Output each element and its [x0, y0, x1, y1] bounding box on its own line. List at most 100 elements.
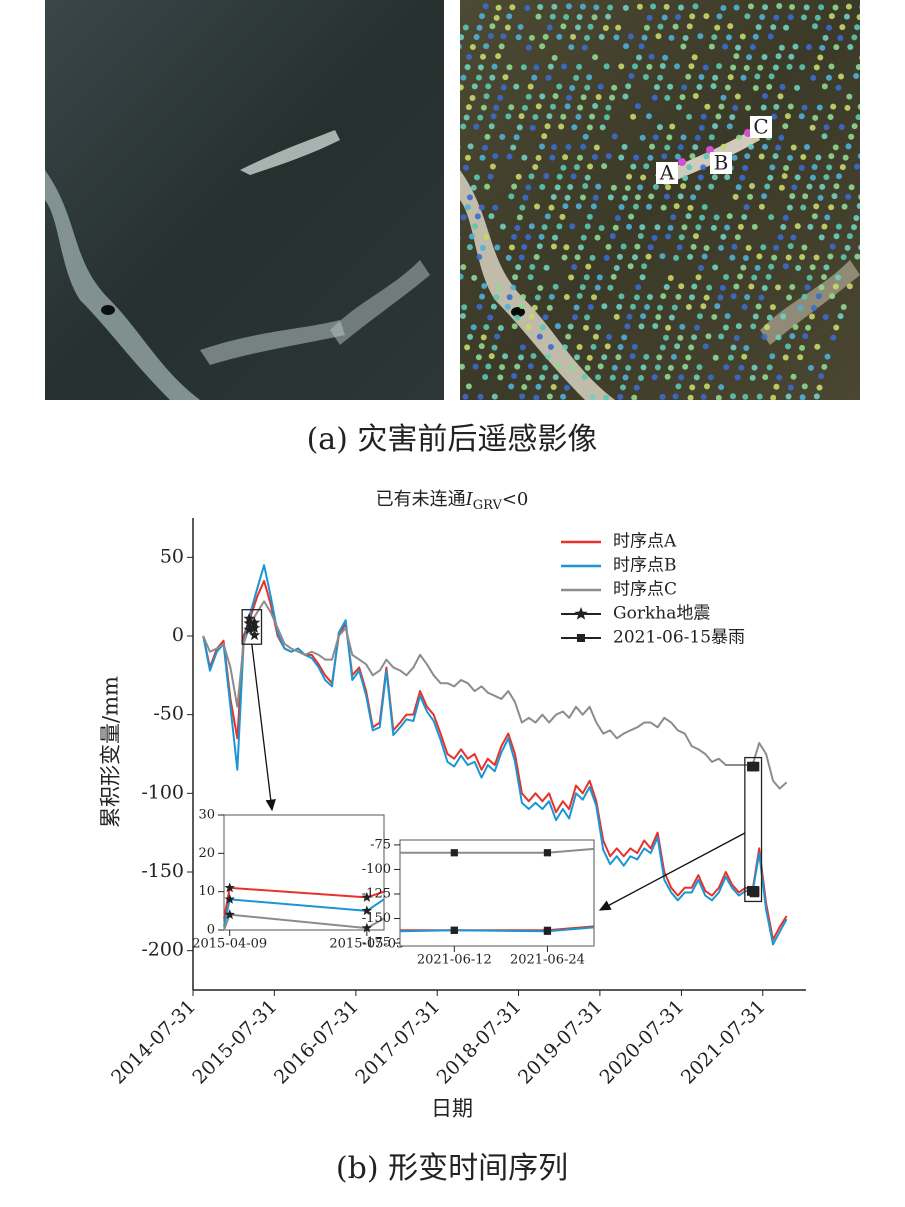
ps-point [466, 53, 473, 60]
ps-point [690, 243, 697, 250]
ps-point [670, 405, 676, 411]
ps-point [766, 83, 773, 90]
ps-point [770, 394, 777, 400]
ps-point [771, 113, 778, 120]
ps-point [787, 154, 794, 161]
ps-point [778, 134, 785, 141]
ps-point [712, 264, 719, 271]
ps-point [645, 253, 652, 260]
ps-point [519, 344, 526, 351]
ps-point [515, 173, 522, 180]
ps-point [571, 263, 578, 270]
ps-point [484, 183, 491, 190]
ps-point [576, 343, 583, 350]
ps-point [478, 13, 485, 20]
ps-point [624, 323, 631, 330]
ps-point [844, 104, 851, 111]
ps-point [561, 344, 568, 351]
ps-point [743, 204, 750, 211]
ps-point [376, 403, 382, 409]
ps-point [745, 244, 752, 251]
ps-point [539, 183, 546, 190]
ps-point [807, 223, 814, 230]
y-tick-label: -50 [153, 703, 184, 725]
ps-point [445, 314, 451, 320]
ps-point [605, 104, 612, 111]
ps-point [724, 84, 731, 91]
ps-point [815, 154, 822, 161]
ps-point [824, 353, 831, 360]
ps-point [614, 214, 621, 221]
ps-point [680, 183, 687, 190]
ps-point [471, 83, 478, 90]
x-tick-label: 2015-05-03 [329, 937, 404, 952]
ps-point [528, 34, 535, 41]
ps-point [838, 123, 845, 130]
ps-point [691, 283, 698, 290]
ps-point [817, 194, 824, 201]
ps-point [521, 243, 528, 250]
ps-point [737, 223, 744, 230]
ps-point [586, 354, 593, 361]
ps-point [732, 193, 739, 200]
event-marker [361, 905, 373, 916]
ps-point [622, 93, 629, 100]
ps-point [667, 83, 674, 90]
ps-point [668, 34, 675, 41]
ps-point [631, 254, 638, 261]
ps-point [703, 294, 710, 301]
ps-point [789, 333, 796, 340]
ps-point [556, 173, 563, 180]
image-after [334, 0, 899, 411]
ps-point [674, 13, 681, 20]
ps-point [334, 404, 340, 410]
ps-point [621, 334, 628, 341]
event-marker [450, 849, 458, 857]
ps-point [447, 74, 453, 80]
inset-chart: 0 10 20 30 2015-04-09 2015-05-03 [192, 808, 404, 952]
ps-point [752, 33, 759, 40]
ps-point [465, 383, 472, 390]
ps-point [652, 183, 659, 190]
ps-point [582, 324, 589, 331]
ps-point [450, 114, 456, 120]
ps-point [556, 33, 563, 40]
y-tick-label: 50 [160, 545, 184, 567]
ps-point [592, 333, 599, 340]
y-tick-label: 10 [198, 884, 215, 899]
ps-point [548, 204, 555, 211]
ps-point [487, 33, 494, 40]
ps-point [563, 244, 570, 251]
ps-point [686, 164, 693, 171]
ps-point [518, 113, 525, 120]
ps-point [587, 23, 594, 30]
ps-point [727, 74, 734, 81]
ps-point [822, 34, 829, 41]
ps-point [704, 383, 711, 390]
ps-point [687, 394, 694, 400]
ps-point [766, 364, 773, 371]
ps-point [552, 93, 559, 100]
ps-point [539, 93, 546, 100]
ps-point [556, 223, 563, 230]
ps-point [626, 223, 633, 230]
ps-point [758, 203, 765, 210]
ps-point [805, 324, 812, 331]
ps-point [564, 103, 571, 110]
ps-point [532, 114, 539, 121]
ps-point [529, 263, 536, 270]
ps-point [482, 373, 489, 380]
ps-point [635, 284, 642, 291]
ps-point [829, 293, 836, 300]
ps-point [893, 83, 899, 89]
ps-point [511, 183, 518, 190]
ps-point [845, 3, 852, 10]
y-tick-label: 30 [198, 808, 215, 823]
ps-point [521, 384, 528, 391]
ps-point [643, 353, 650, 360]
ps-point [754, 403, 760, 409]
ps-point [663, 334, 670, 341]
ps-point [720, 4, 727, 11]
ps-point [695, 224, 702, 231]
ps-point [630, 163, 637, 170]
